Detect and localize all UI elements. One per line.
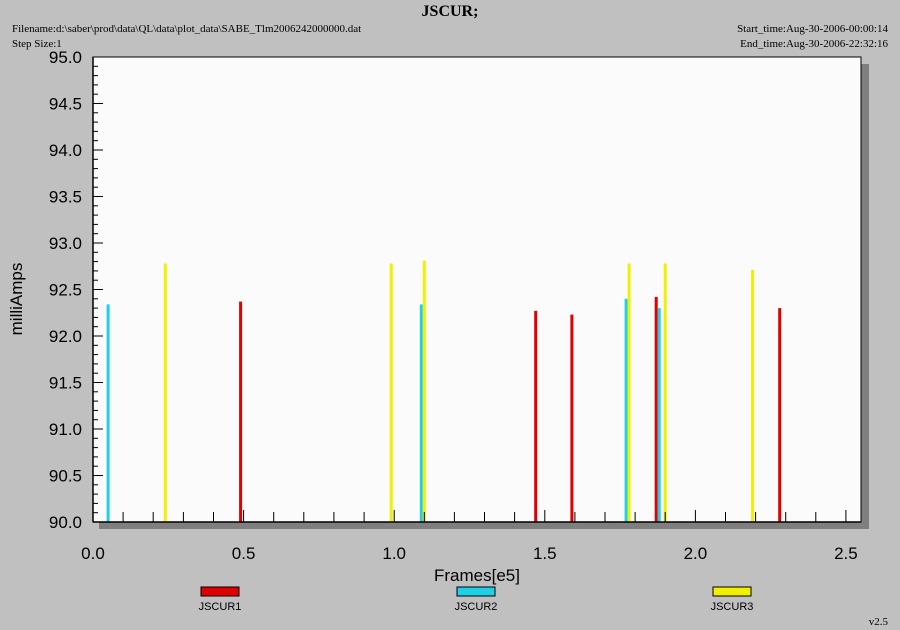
y-tick-label: 93.5 xyxy=(49,188,82,207)
y-tick-label: 90.5 xyxy=(49,467,82,486)
chart-title: JSCUR; xyxy=(421,3,479,20)
step-size-label: Step Size:1 xyxy=(12,38,62,50)
bar-jscur3-1 xyxy=(389,263,393,522)
bar-jscur2-2 xyxy=(624,298,628,522)
bar-jscur1-4 xyxy=(778,308,782,522)
y-tick-label: 95.0 xyxy=(49,48,82,67)
legend-swatch-jscur1 xyxy=(200,586,240,597)
bar-jscur3-3 xyxy=(627,263,631,522)
legend-label-jscur3: JSCUR3 xyxy=(711,601,754,613)
plot-area xyxy=(92,56,862,523)
bar-jscur1-0 xyxy=(239,301,243,522)
x-tick-label: 2.5 xyxy=(834,544,858,563)
x-tick-label: 2.0 xyxy=(684,544,708,563)
y-tick-label: 94.5 xyxy=(49,95,82,114)
x-axis-label: Frames[e5] xyxy=(434,566,520,585)
bar-jscur1-2 xyxy=(570,314,574,522)
bar-jscur1-3 xyxy=(654,296,658,522)
legend-label-jscur1: JSCUR1 xyxy=(199,601,242,613)
x-tick-label: 0.0 xyxy=(81,544,105,563)
bar-jscur3-5 xyxy=(751,270,755,522)
x-tick-label: 1.0 xyxy=(382,544,406,563)
bar-jscur3-4 xyxy=(663,263,667,522)
y-axis-label: milliAmps xyxy=(7,263,26,336)
x-tick-label: 0.5 xyxy=(232,544,256,563)
y-tick-label: 93.0 xyxy=(49,234,82,253)
legend-swatch-jscur2 xyxy=(456,586,496,597)
y-tick-label: 92.0 xyxy=(49,327,82,346)
bar-jscur2-3 xyxy=(657,308,661,522)
y-tick-label: 94.0 xyxy=(49,141,82,160)
bar-jscur2-0 xyxy=(106,304,110,522)
y-tick-label: 92.5 xyxy=(49,281,82,300)
filename-label: Filename:d:\saber\prod\data\QL\data\plot… xyxy=(12,23,362,35)
bar-jscur3-2 xyxy=(422,260,426,522)
legend-swatch-jscur3 xyxy=(712,586,752,597)
bar-jscur2-1 xyxy=(419,304,423,522)
bar-jscur1-1 xyxy=(534,310,538,522)
start-time-label: Start_time:Aug-30-2006-00:00:14 xyxy=(737,23,888,35)
end-time-label: End_time:Aug-30-2006-22:32:16 xyxy=(740,38,888,50)
x-tick-label: 1.5 xyxy=(533,544,557,563)
version-label: v2.5 xyxy=(868,616,888,628)
legend-label-jscur2: JSCUR2 xyxy=(455,601,498,613)
y-tick-label: 91.5 xyxy=(49,374,82,393)
bar-jscur3-0 xyxy=(163,263,167,522)
y-tick-label: 90.0 xyxy=(49,513,82,532)
y-tick-label: 91.0 xyxy=(49,420,82,439)
